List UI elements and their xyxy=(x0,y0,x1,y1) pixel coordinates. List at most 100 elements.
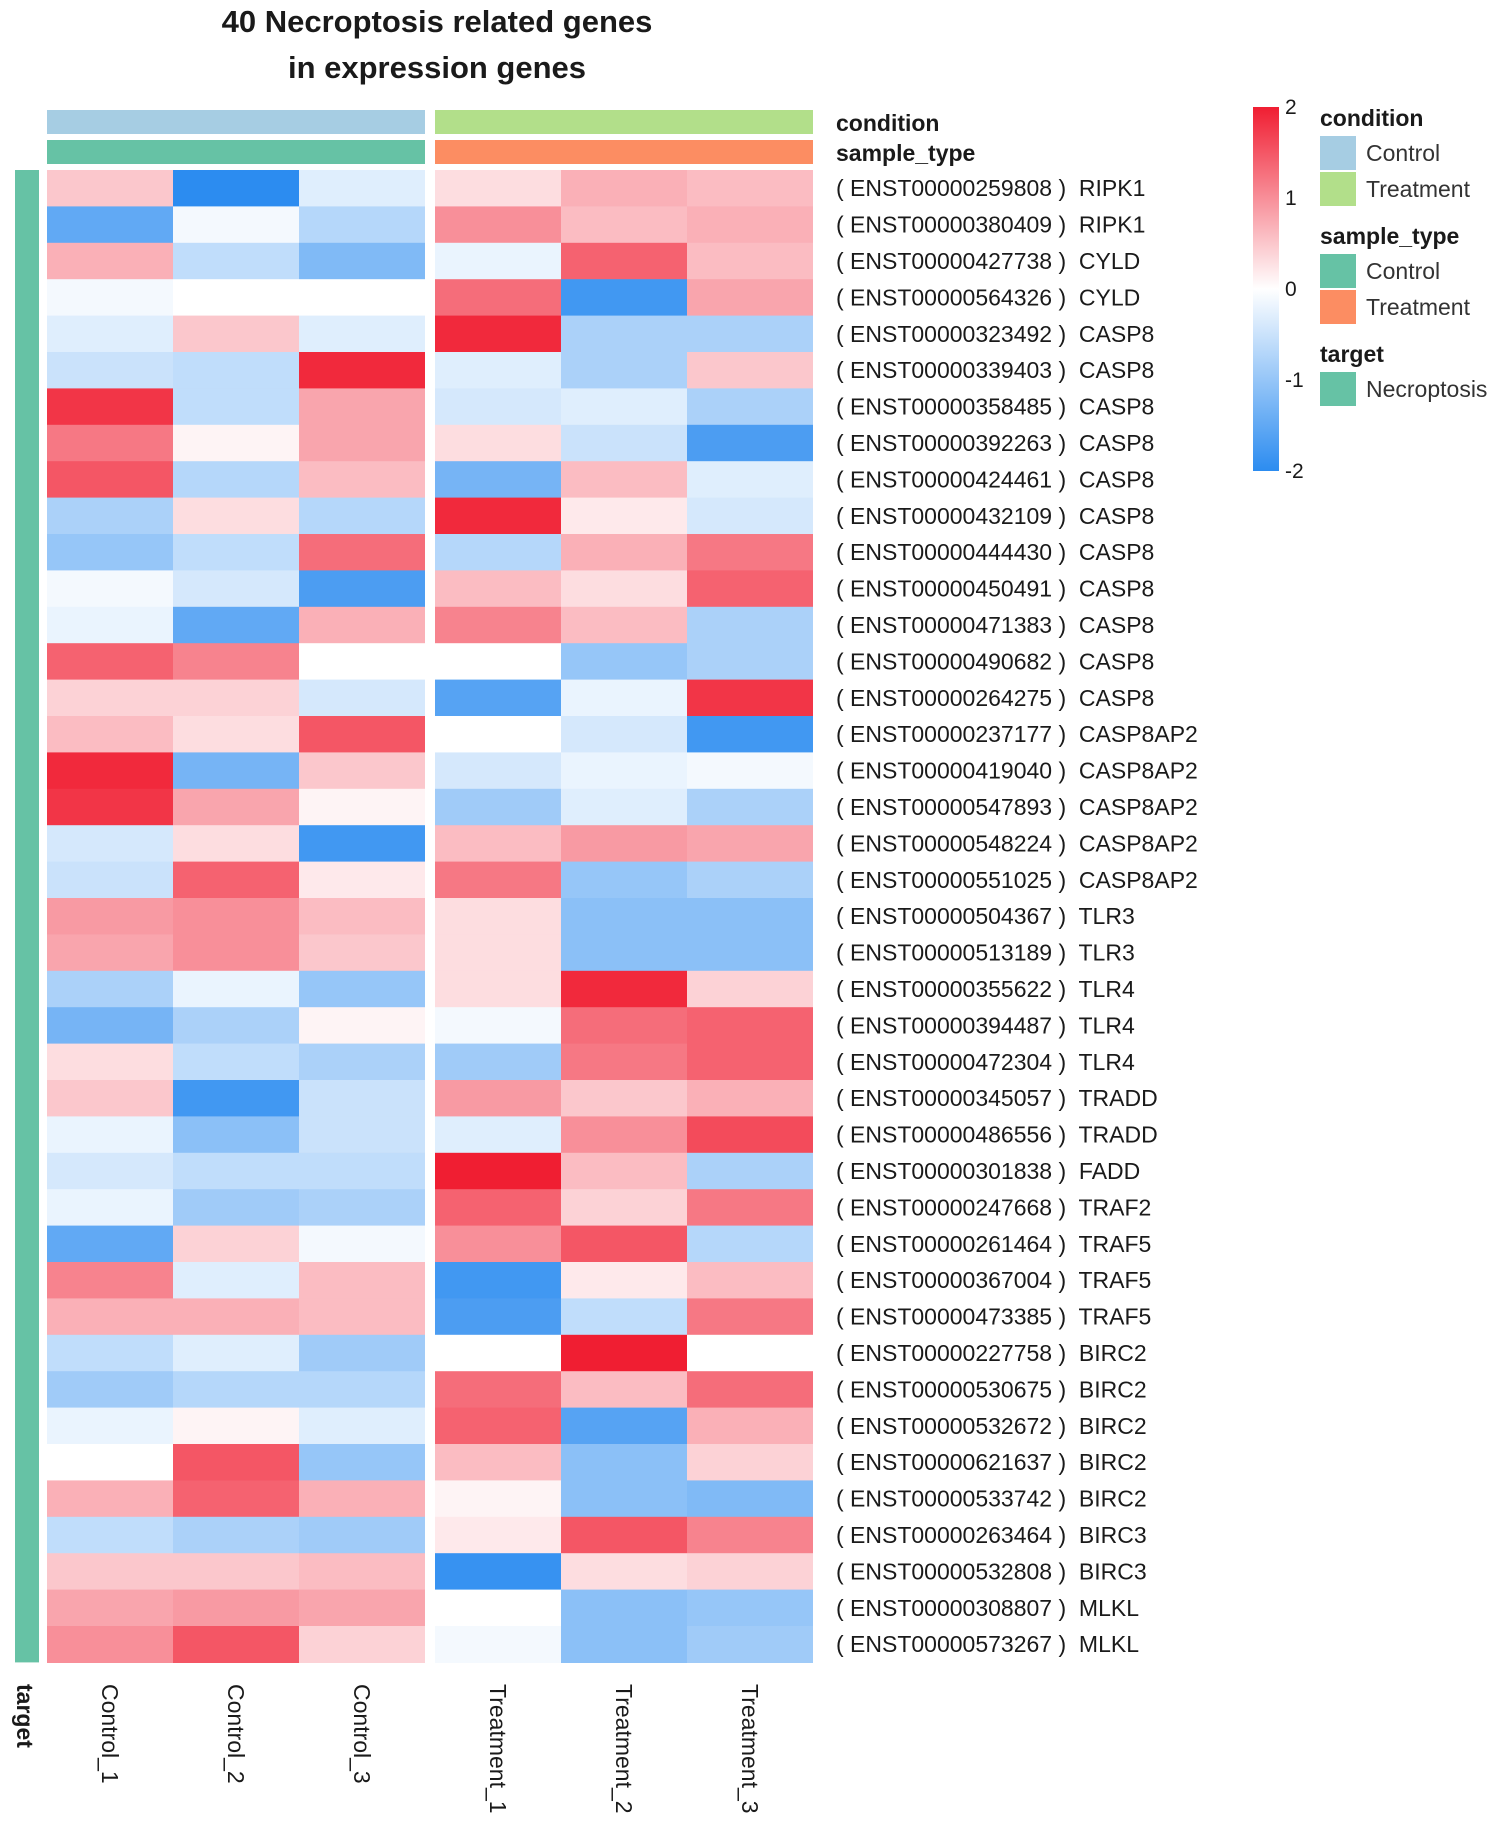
heatmap-cell xyxy=(687,315,813,353)
row-label: ( ENST00000247668 ) TRAF2 xyxy=(836,1194,1151,1220)
heatmap-cell xyxy=(687,970,813,1008)
heatmap-cell xyxy=(299,1334,425,1372)
row-label: ( ENST00000358485 ) CASP8 xyxy=(836,394,1154,420)
heatmap-cell xyxy=(687,679,813,717)
row-label: ( ENST00000471383 ) CASP8 xyxy=(836,612,1154,638)
color-scale-ticks: 2 1 0 -1 -2 xyxy=(1285,96,1304,483)
heatmap-cell xyxy=(435,206,561,244)
heatmap-cell xyxy=(299,898,425,935)
heatmap-cell xyxy=(173,898,299,935)
heatmap-cell xyxy=(561,1444,687,1481)
heatmap-cell xyxy=(47,861,173,899)
heatmap-cell xyxy=(47,1589,173,1627)
heatmap-cell xyxy=(435,1334,561,1372)
heatmap-cell xyxy=(47,352,173,389)
heatmap-cell xyxy=(687,1007,813,1045)
chart-title-line-1: 40 Necroptosis related genes xyxy=(222,4,653,39)
heatmap-cell xyxy=(299,825,425,863)
row-label: ( ENST00000473385 ) TRAF5 xyxy=(836,1304,1151,1330)
heatmap-cell xyxy=(687,898,813,935)
heatmap-cell xyxy=(561,497,687,535)
heatmap-cell xyxy=(435,752,561,790)
heatmap-cell xyxy=(561,315,687,353)
heatmap-cell xyxy=(173,825,299,863)
row-label: ( ENST00000261464 ) TRAF5 xyxy=(836,1231,1151,1257)
heatmap-cell xyxy=(47,1152,173,1190)
heatmap-cell xyxy=(687,861,813,899)
heatmap-cell xyxy=(47,1480,173,1518)
heatmap-cell xyxy=(435,1553,561,1591)
heatmap-cell xyxy=(687,570,813,608)
heatmap-cell xyxy=(299,1444,425,1481)
heatmap-cell xyxy=(173,1225,299,1263)
heatmap-cell xyxy=(47,1116,173,1154)
heatmap-cell xyxy=(299,1371,425,1409)
heatmap-cell xyxy=(47,1043,173,1081)
heatmap-cell xyxy=(687,1480,813,1518)
legend-title: condition xyxy=(1320,105,1423,131)
row-label: ( ENST00000392263 ) CASP8 xyxy=(836,430,1154,456)
heatmap-cell xyxy=(47,497,173,535)
heatmap-cell xyxy=(47,206,173,244)
heatmap-cell xyxy=(435,898,561,935)
heatmap-cell xyxy=(173,279,299,317)
heatmap-cell xyxy=(299,388,425,426)
heatmap-cell xyxy=(435,1444,561,1481)
condition-bar-treatment xyxy=(435,110,813,134)
chart-title-line-2: in expression genes xyxy=(288,50,586,85)
target-bar-necroptosis xyxy=(15,170,39,1663)
heatmap-cell xyxy=(687,1298,813,1336)
heatmap-cell xyxy=(435,1007,561,1045)
heatmap-cell xyxy=(173,606,299,644)
heatmap-cell xyxy=(47,825,173,863)
heatmap-cell xyxy=(173,388,299,426)
column-label: Treatment_3 xyxy=(737,1684,763,1814)
heatmap-cell xyxy=(299,352,425,389)
color-scale-bar xyxy=(1253,107,1279,471)
heatmap-cell xyxy=(561,1626,687,1663)
row-label: ( ENST00000548224 ) CASP8AP2 xyxy=(836,830,1198,856)
row-label: ( ENST00000533742 ) BIRC2 xyxy=(836,1486,1147,1512)
heatmap-cell xyxy=(173,1007,299,1045)
heatmap-cell xyxy=(173,934,299,972)
heatmap-cell xyxy=(299,1007,425,1045)
heatmap-cell xyxy=(435,861,561,899)
heatmap-cell xyxy=(299,1553,425,1591)
heatmap-cell xyxy=(299,315,425,353)
heatmap-cell xyxy=(47,788,173,826)
column-annotation-bars xyxy=(47,110,813,164)
row-label: ( ENST00000227758 ) BIRC2 xyxy=(836,1340,1147,1366)
heatmap-cell xyxy=(435,352,561,389)
row-label: ( ENST00000547893 ) CASP8AP2 xyxy=(836,794,1198,820)
row-label: ( ENST00000308807 ) MLKL xyxy=(836,1595,1139,1621)
heatmap-cell xyxy=(173,1080,299,1117)
heatmap-cell xyxy=(173,1444,299,1481)
row-label: ( ENST00000345057 ) TRADD xyxy=(836,1085,1158,1111)
heatmap-cell xyxy=(299,570,425,608)
row-label: ( ENST00000573267 ) MLKL xyxy=(836,1631,1139,1657)
row-label: ( ENST00000532808 ) BIRC3 xyxy=(836,1558,1147,1584)
heatmap-cell xyxy=(687,1444,813,1481)
heatmap-cell xyxy=(47,934,173,972)
heatmap-cell xyxy=(435,1626,561,1663)
heatmap-cell xyxy=(561,1371,687,1409)
heatmap-cell xyxy=(687,1589,813,1627)
heatmap-cell xyxy=(173,534,299,571)
heatmap-cell xyxy=(561,679,687,717)
heatmap-cell xyxy=(299,1116,425,1154)
heatmap-cell xyxy=(561,570,687,608)
legend-swatch xyxy=(1320,136,1356,170)
row-label: ( ENST00000427738 ) CYLD xyxy=(836,248,1140,274)
heatmap-cell xyxy=(173,1262,299,1299)
heatmap-cell xyxy=(173,1516,299,1554)
target-axis-label: target xyxy=(12,1684,38,1748)
heatmap-cell xyxy=(561,170,687,207)
condition-annotation-label: condition xyxy=(836,110,939,136)
heatmap-cell xyxy=(47,1298,173,1336)
row-label: ( ENST00000532672 ) BIRC2 xyxy=(836,1413,1147,1439)
column-label: Control_2 xyxy=(223,1684,249,1784)
heatmap-cell xyxy=(299,1225,425,1263)
heatmap-cell xyxy=(435,170,561,207)
heatmap-cell xyxy=(435,788,561,826)
heatmap-cell xyxy=(435,461,561,499)
